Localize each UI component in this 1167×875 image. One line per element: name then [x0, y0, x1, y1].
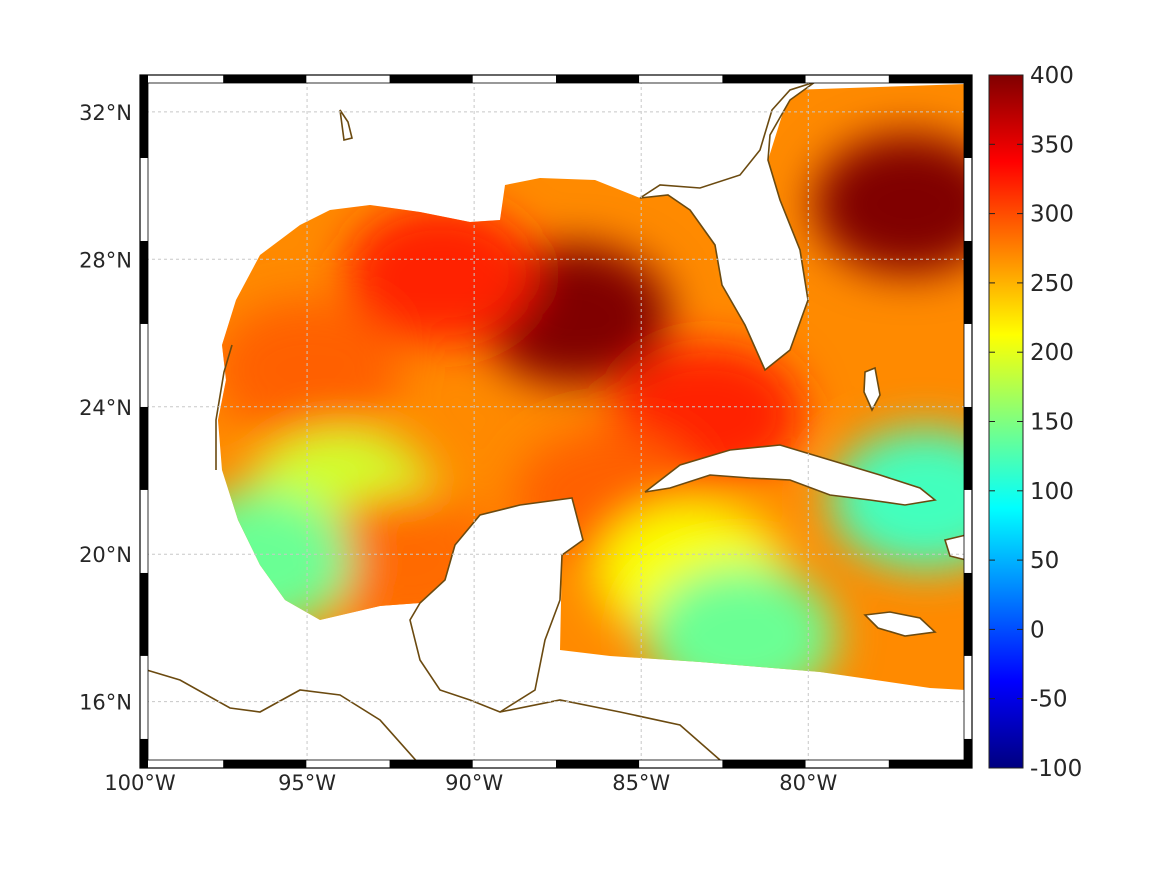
colorbar-tick-label: 200 [1030, 340, 1074, 366]
frame-segment [964, 572, 972, 656]
lon-tick-label: 85°W [612, 771, 670, 795]
frame-segment [805, 75, 889, 83]
colorbar-tick-label: -50 [1030, 687, 1068, 713]
frame-segment [888, 760, 972, 768]
frame-segment [964, 75, 972, 158]
frame-segment [223, 760, 307, 768]
lon-tick-label: 80°W [779, 771, 837, 795]
frame-segment [722, 75, 806, 83]
colorbar-ticks: 400 350 300 250 200 150 100 50 0 -50 -100 [989, 63, 1082, 782]
frame-segment [140, 489, 148, 573]
frame-segment [140, 738, 148, 768]
colorbar-tick-label: 0 [1030, 617, 1045, 643]
colorbar-tick-label: 400 [1030, 63, 1074, 89]
coastline-mexico-south [139, 109, 721, 766]
frame-segment [964, 406, 972, 490]
colorbar-tick-label: 350 [1030, 132, 1074, 158]
colorbar: 400 350 300 250 200 150 100 50 0 -50 -100 [988, 63, 1082, 782]
lat-tick-label: 16°N [79, 691, 132, 715]
frame-segment [639, 760, 723, 768]
frame-segment [556, 75, 640, 83]
frame-segment [389, 760, 473, 768]
land-layer [409, 81, 967, 713]
field-region-atlantic-east-florida [813, 134, 966, 275]
frame-segment [556, 760, 640, 768]
frame-segment [306, 75, 390, 83]
colorbar-tick-label: 50 [1030, 548, 1059, 574]
lat-tick-label: 24°N [79, 396, 132, 420]
frame-segment [140, 157, 148, 241]
frame-segment [964, 489, 972, 573]
colorbar-tick-label: 150 [1030, 410, 1074, 436]
frame-segment [140, 75, 148, 158]
coastline-andros [863, 366, 881, 412]
frame-segment [140, 572, 148, 656]
frame-segment [964, 240, 972, 324]
field-region-northern-gulf [345, 204, 536, 345]
field-region-southern-west-gulf [218, 491, 352, 632]
lat-tick-label: 20°N [79, 543, 132, 567]
lat-tick-label: 28°N [79, 248, 132, 272]
field-layer [218, 84, 966, 690]
frame-segment [722, 760, 806, 768]
frame-segment [805, 760, 889, 768]
frame-segment [389, 75, 473, 83]
map-frame [139, 74, 973, 769]
colorbar-tick-label: 300 [1030, 202, 1074, 228]
colorbar-tick-label: 250 [1030, 271, 1074, 297]
frame-outline [139, 74, 973, 769]
lon-tick-labels: 100°W 95°W 90°W 85°W 80°W [104, 771, 837, 795]
coastline-jamaica [863, 611, 937, 637]
frame-segment [140, 655, 148, 739]
frame-segment [306, 760, 390, 768]
coastline-cuba [644, 444, 937, 506]
coastline-florida [639, 81, 816, 372]
coastline-yucatan [409, 497, 584, 713]
frame-segment [140, 760, 224, 768]
frame-segment [964, 655, 972, 739]
frame-inner-outline [147, 82, 965, 761]
colorbar-tick-label: -100 [1030, 756, 1082, 782]
lon-tick-label: 90°W [445, 771, 503, 795]
lat-tick-labels: 32°N 28°N 24°N 20°N 16°N [79, 101, 132, 715]
graticule [140, 75, 972, 768]
frame-segment [964, 738, 972, 768]
frame-segment [223, 75, 307, 83]
frame-segment [140, 240, 148, 324]
lon-tick-label: 100°W [104, 771, 176, 795]
frame-segment [140, 406, 148, 490]
lat-tick-label: 32°N [79, 101, 132, 125]
frame-segment [140, 323, 148, 407]
frame-segment [639, 75, 723, 83]
frame-segment [964, 323, 972, 407]
frame-segment [964, 157, 972, 241]
frame-segment [472, 75, 556, 83]
lon-tick-label: 95°W [278, 771, 336, 795]
frame-segment [472, 760, 556, 768]
frame-segment [888, 75, 972, 83]
colorbar-tick-label: 100 [1030, 479, 1074, 505]
frame-segment [140, 75, 224, 83]
